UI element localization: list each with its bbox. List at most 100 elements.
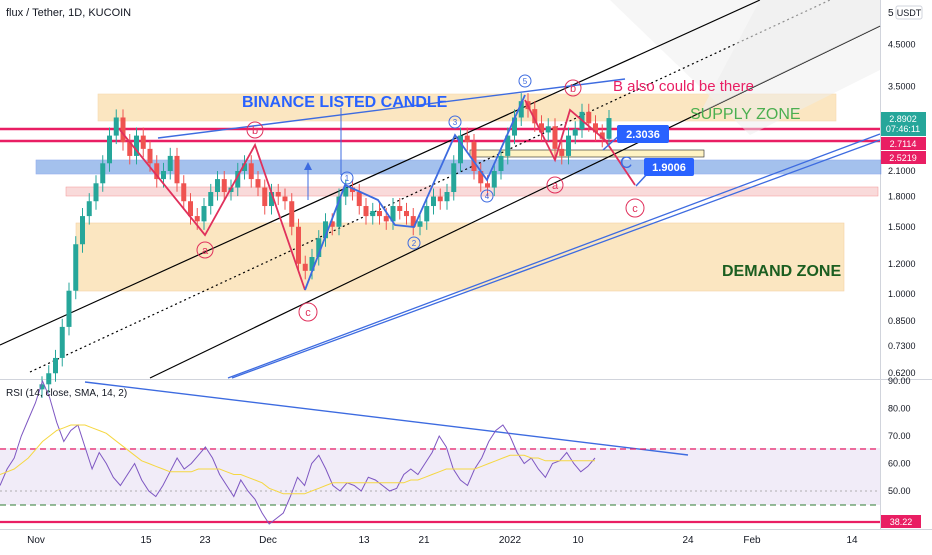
candle-body [161,171,166,180]
candle-body [275,192,281,197]
candle-body [383,216,389,222]
candle-body [336,196,342,227]
svg-text:b: b [252,125,258,137]
time-tick-label: 2022 [499,535,522,546]
candle-body [505,135,511,156]
price-badge-current: 2.8902 07:46:11 [881,112,926,136]
candle-body [356,192,362,207]
candle-body [417,221,423,227]
demand-zone-label: DEMAND ZONE [722,263,841,280]
svg-text:2.7114: 2.7114 [890,139,917,149]
candle-body [167,155,173,171]
candle-body [201,206,207,222]
wave-label-1: 1 [340,171,354,185]
svg-text:3: 3 [453,118,458,127]
rsi-layer [0,379,596,525]
candle-body [410,216,416,227]
price-tick-label: 2.1000 [888,166,916,176]
wave-label-3: 3 [448,115,462,129]
pink-zone [65,186,879,197]
candle-body [444,192,450,202]
currency-badge-box[interactable] [895,5,923,20]
candle-body [174,155,180,184]
candle-body [289,201,295,227]
candle-body [370,210,376,217]
wave-label-c1: c [298,302,318,322]
candle-body [586,111,592,124]
candle-body [66,290,72,327]
candle-body [350,187,355,193]
svg-text:2.5219: 2.5219 [889,153,917,163]
candle-body [140,135,146,149]
svg-text:2: 2 [412,239,417,248]
candle-body [485,183,490,188]
rsi-axis[interactable]: 50.00 60.00 70.00 80.00 90.00 [888,376,911,496]
time-tick-label: Feb [743,535,761,546]
candle-body [464,135,470,143]
svg-text:38.22: 38.22 [890,517,913,527]
candle-body [194,216,200,222]
price-tick-label: 3.5000 [888,81,916,91]
symbol-title[interactable]: flux / Tether, 1D, KUCOIN [6,7,131,19]
candle-body [127,142,133,156]
candle-body [552,126,558,149]
trendline-upper [157,78,626,139]
svg-text:a: a [202,245,209,257]
candle-body [120,117,126,143]
candle-body [559,148,565,156]
target-callout-2: 1.9006 [635,158,694,187]
time-tick-label: 23 [199,535,211,546]
rsi-tick-label: 80.00 [888,404,911,414]
candle-body [323,221,328,239]
candle-body [188,201,193,217]
up-arrow-head [304,162,312,170]
candle-body [431,196,436,207]
price-tick-label: 0.7300 [888,341,916,351]
candle-body [471,142,477,171]
price-tick-label: 1.0000 [888,289,916,299]
rsi-tick-label: 90.00 [888,376,911,386]
candle-body [498,155,504,171]
rsi-band [0,448,880,505]
rsi-trendline [84,381,689,456]
rsi-current-badge: 38.22 [881,515,921,528]
candle-body [235,171,241,188]
candle-body [539,123,544,133]
time-axis[interactable]: Nov 15 23 Dec 13 21 2022 10 24 Feb 14 [27,535,858,546]
price-tick-label: 0.8500 [888,316,916,326]
price-axis[interactable]: 0.6200 0.7300 0.8500 1.0000 1.2000 1.5000 1.80… [888,40,916,379]
candle-body [215,179,220,193]
price-tick-label: 0.6200 [888,368,916,378]
support-trend-2 [231,139,881,379]
candle-body [593,123,598,133]
time-tick-label: 24 [682,535,694,546]
candle-body [147,148,153,164]
candle-body [329,221,335,227]
candle-body [39,384,45,390]
candle-body [221,179,227,193]
demand-zone [75,222,845,292]
wave-label-c2: c [625,198,645,218]
time-tick-label: 21 [418,535,430,546]
price-badge-2: 2.7114 [881,137,926,150]
candle-body [458,135,463,164]
rsi-title[interactable]: RSI (14, close, SMA, 14, 2) [6,388,127,399]
candle-body [424,206,430,222]
wave-b-note: B also could be there [613,78,754,95]
candle-body [397,206,403,211]
candle-body [302,263,308,271]
svg-text:2.8902: 2.8902 [889,114,917,124]
candle-body [282,196,288,202]
candle-body [491,171,497,188]
candle-body [248,163,254,180]
target-callout-1: 2.3036 [602,125,669,151]
price-tick-label: 1.8000 [888,192,916,202]
wave-label-2: 2 [407,236,421,250]
price-tick-label: 1.2000 [888,259,916,269]
price-tick-label: 4.5000 [888,40,916,50]
candle-body [80,216,85,245]
wave-label-a1: a [196,241,214,259]
time-tick-label: 14 [846,535,858,546]
candle-body [134,135,139,156]
